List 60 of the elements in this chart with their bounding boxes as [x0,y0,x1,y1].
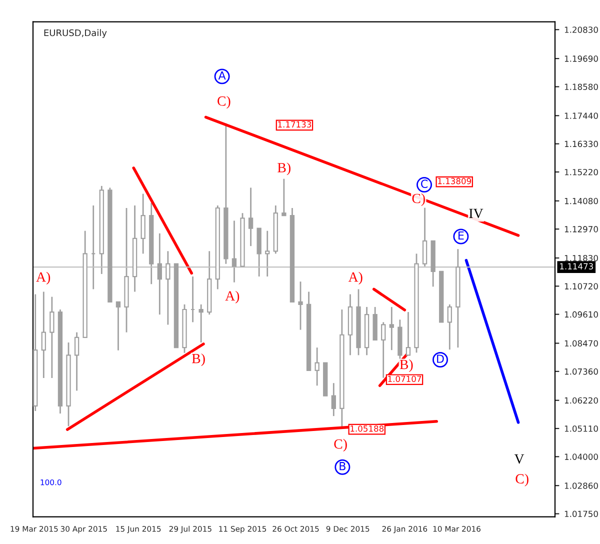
y-tick-label: 1.11830 [564,254,598,262]
annotation: C [421,180,428,188]
annotation: D [437,354,444,363]
candlestick [248,187,254,247]
annotation: 1.07107 [388,376,422,382]
annotation: C) [218,96,230,109]
y-tick-label: 1.02860 [564,482,598,489]
annotation: 1.13809 [438,178,472,184]
annotation: C) [516,474,528,486]
y-tick-label: 1.12970 [564,226,598,232]
candlestick [389,306,394,351]
annotation: IV [469,208,484,218]
candlestick [116,301,121,352]
annotation: A) [36,272,50,285]
annotation: 1.05188 [350,425,384,432]
annotation: B) [192,353,205,366]
annotation: E [458,231,464,240]
annotation: V [514,454,524,464]
candlestick [41,291,46,379]
candlestick [198,304,204,344]
candlestick [50,296,54,379]
annotation: B [340,462,346,470]
y-tick-label: 1.18580 [564,84,598,90]
candlestick [140,193,146,254]
y-tick-label: 1.05110 [564,425,598,432]
y-tick-label: 1.20830 [564,26,598,33]
ref-line-label: 1.11473 [560,263,593,270]
text: EURUSD,Daily [44,29,107,38]
annotation: A) [225,290,240,304]
candlestick [157,232,162,316]
y-tick-label: 1.17440 [564,112,598,119]
candlestick [331,382,336,417]
candlestick [406,311,411,356]
y-tick-label: 1.10720 [564,283,598,290]
y-tick-label: 1.08470 [564,340,598,347]
candlestick [232,220,237,284]
annotation: A) [348,272,362,285]
y-tick-label: 1.04000 [564,454,598,460]
annotation: C) [412,193,425,206]
candlestick [282,178,286,216]
annotation: B) [278,162,290,176]
annotation: A [218,71,226,80]
candlestick [447,304,452,350]
y-tick-label: 1.01750 [564,510,598,518]
candlestick [314,346,320,386]
y-tick-label: 1.07360 [564,368,598,375]
candlestick [166,250,170,326]
annotation: B) [400,359,413,372]
y-tick-label: 1.15220 [564,168,598,176]
y-tick-label: 1.19690 [564,56,598,62]
annotation: C) [334,438,347,452]
y-tick-label: 1.06220 [564,397,598,404]
candlestick [381,321,386,379]
candlestick [298,280,303,330]
y-tick-label: 1.16330 [564,140,598,148]
y-tick-label: 1.14080 [564,198,598,204]
candlestick [265,230,270,278]
annotation: 1.17133 [278,121,312,128]
y-tick-label: 1.09610 [564,311,598,318]
candlestick [74,332,80,392]
